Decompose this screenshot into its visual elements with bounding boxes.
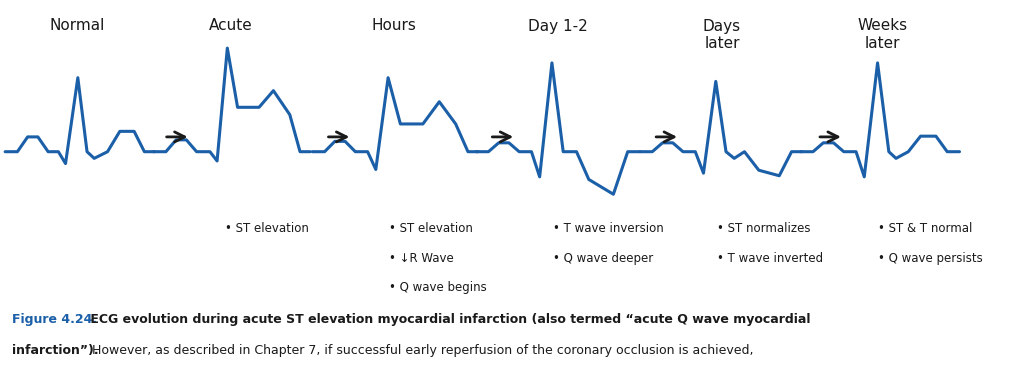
Text: • ↓R Wave: • ↓R Wave [389, 252, 454, 265]
Text: ECG evolution during acute ST elevation myocardial infarction (also termed “acut: ECG evolution during acute ST elevation … [86, 313, 811, 326]
Text: Day 1-2: Day 1-2 [528, 18, 588, 34]
Text: Days
later: Days later [702, 18, 741, 51]
Text: Figure 4.24.: Figure 4.24. [12, 313, 97, 326]
Text: • ST normalizes: • ST normalizes [717, 222, 810, 235]
Text: • T wave inverted: • T wave inverted [717, 252, 823, 265]
Text: • ST elevation: • ST elevation [225, 222, 309, 235]
Text: infarction”).: infarction”). [12, 344, 99, 357]
Text: Acute: Acute [209, 18, 252, 34]
Text: • ST elevation: • ST elevation [389, 222, 473, 235]
Text: • Q wave deeper: • Q wave deeper [553, 252, 653, 265]
Text: However, as described in Chapter 7, if successful early reperfusion of the coron: However, as described in Chapter 7, if s… [88, 344, 754, 357]
Text: Weeks
later: Weeks later [858, 18, 907, 51]
Text: • Q wave begins: • Q wave begins [389, 281, 486, 294]
Text: • ST & T normal: • ST & T normal [878, 222, 972, 235]
Text: Hours: Hours [372, 18, 417, 34]
Text: • Q wave persists: • Q wave persists [878, 252, 982, 265]
Text: Normal: Normal [49, 18, 104, 34]
Text: • T wave inversion: • T wave inversion [553, 222, 664, 235]
